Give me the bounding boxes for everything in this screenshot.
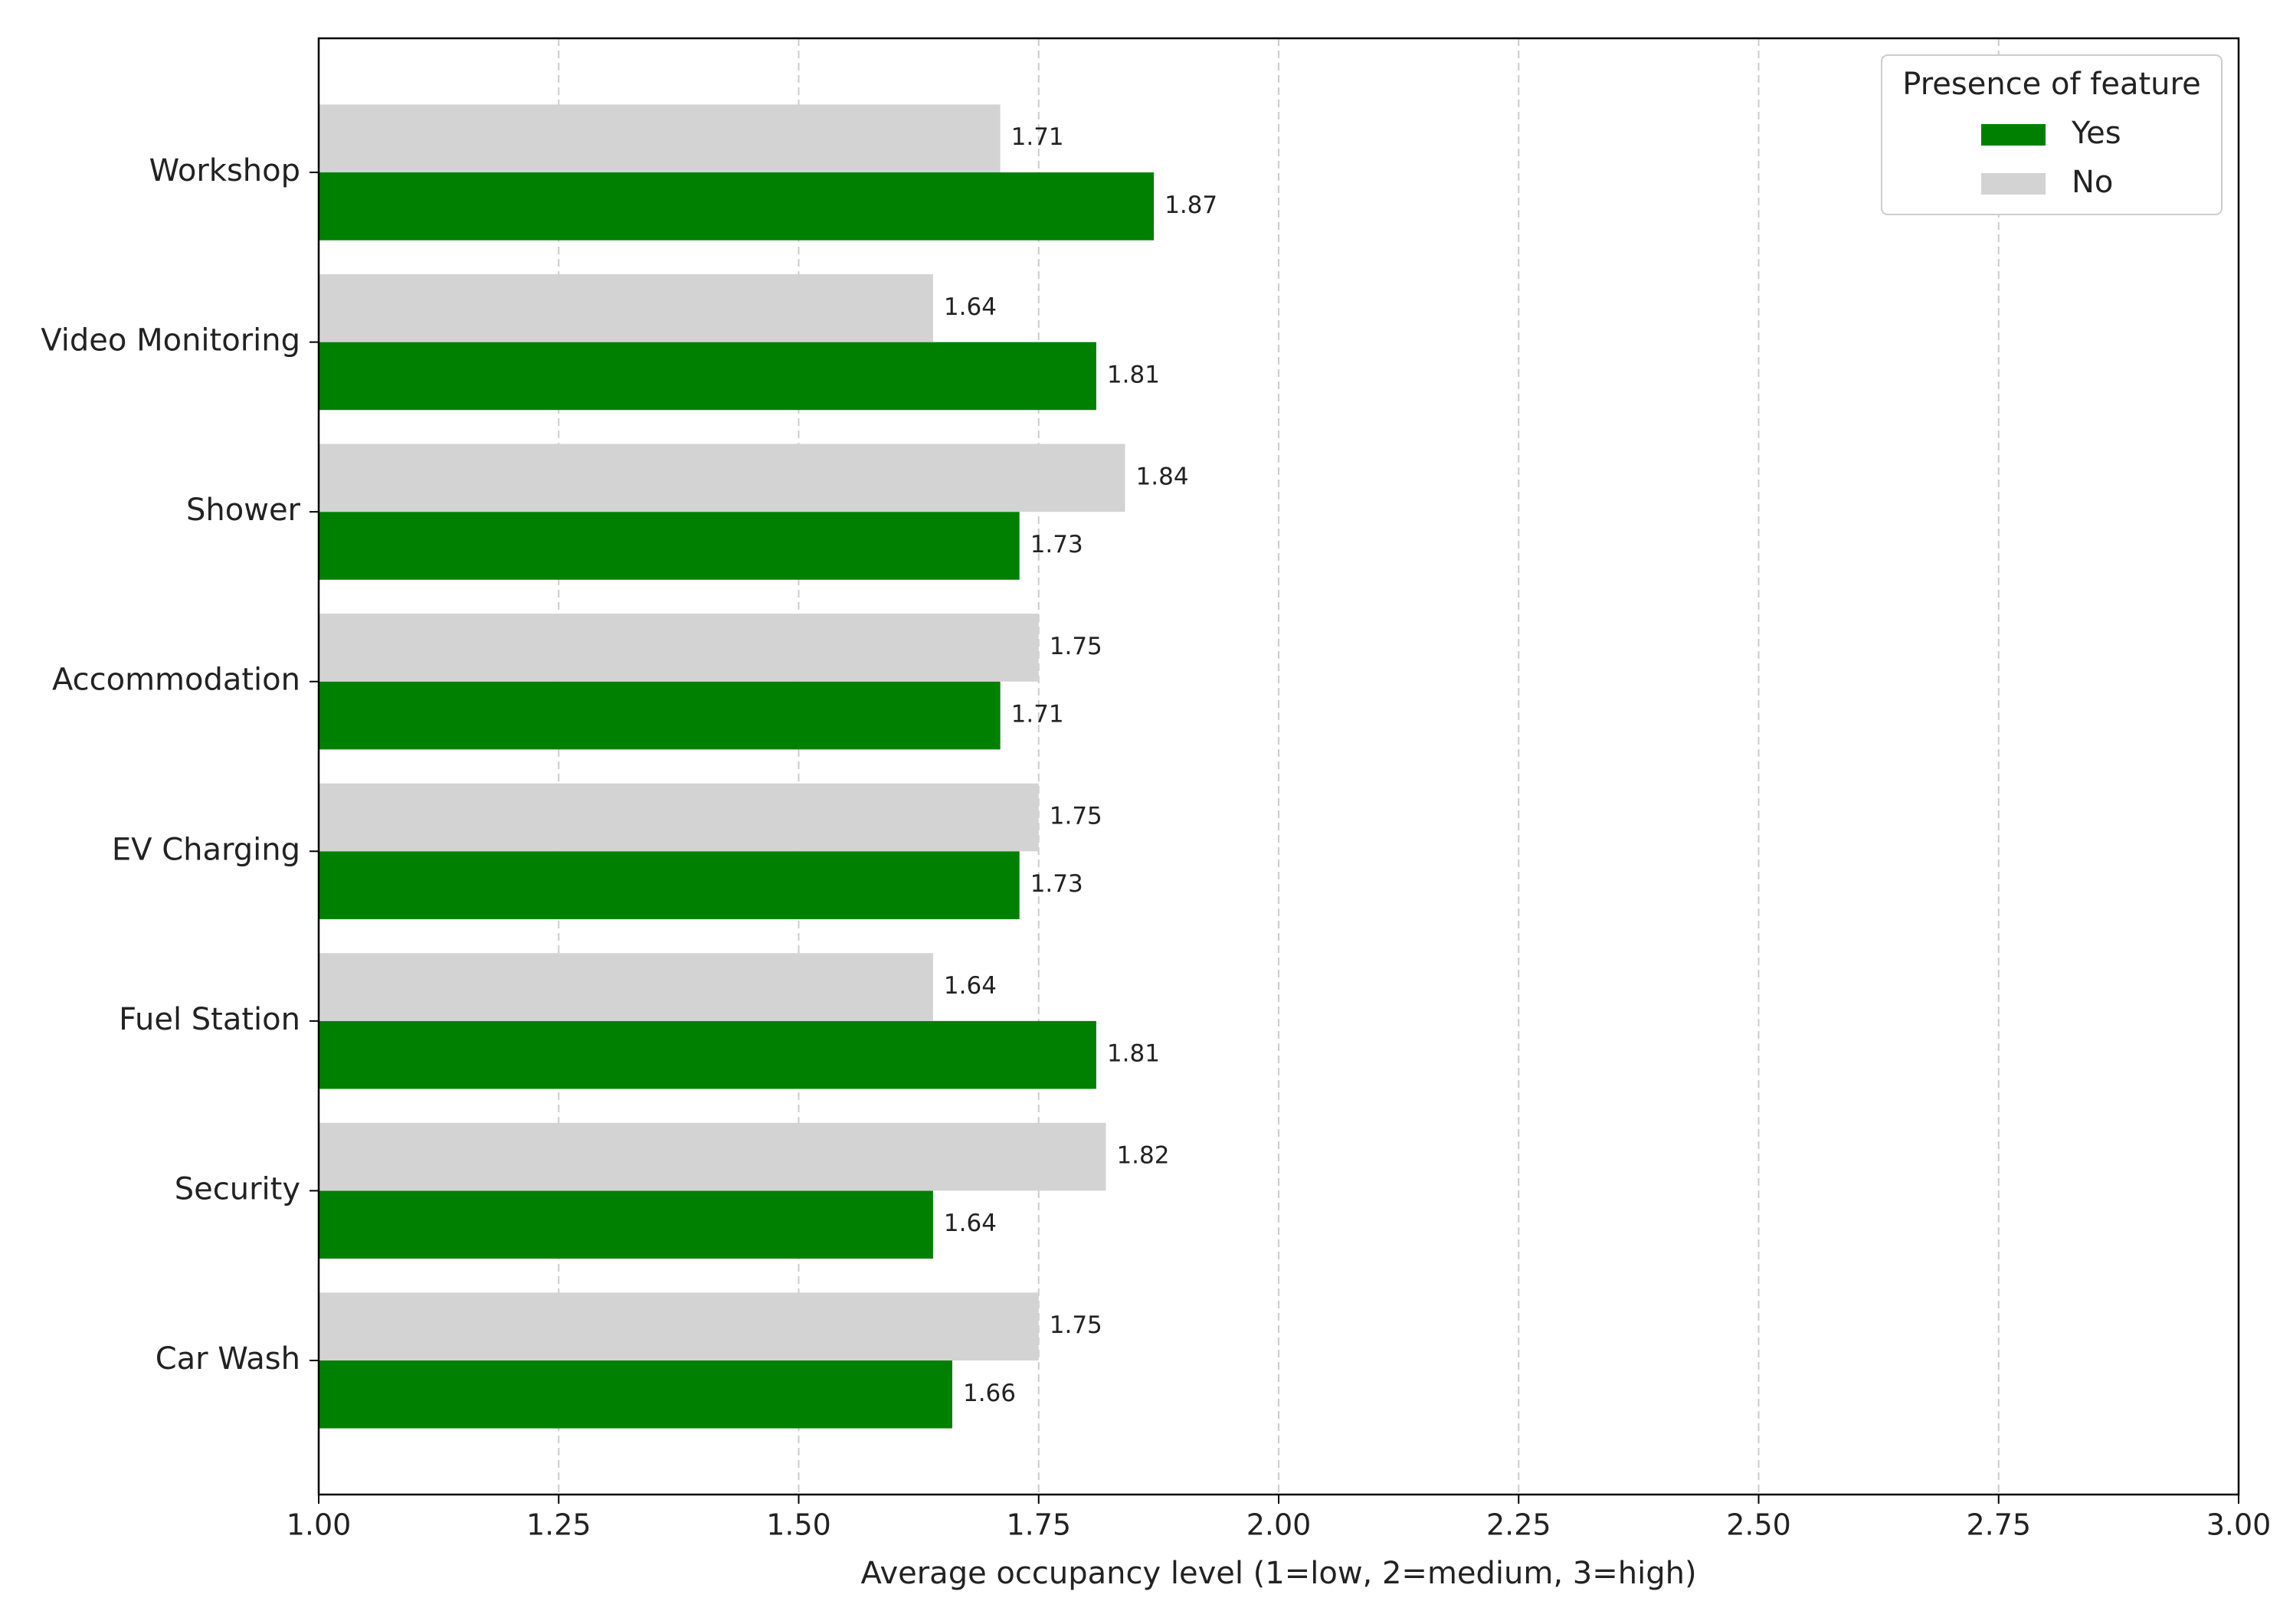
x-tick-label: 1.50	[766, 1508, 831, 1542]
data-label: 1.73	[1030, 870, 1083, 898]
y-tick-label: Shower	[186, 493, 301, 528]
x-tick-label: 2.25	[1486, 1508, 1551, 1542]
bar	[319, 1292, 1039, 1360]
bar	[319, 1190, 933, 1259]
y-tick-label: Workshop	[149, 153, 300, 188]
data-label: 1.71	[1011, 123, 1064, 151]
bar	[319, 172, 1155, 241]
bar	[319, 1020, 1096, 1089]
bar	[319, 851, 1020, 919]
bar	[319, 444, 1125, 512]
data-label: 1.71	[1011, 701, 1064, 729]
bar	[319, 953, 933, 1021]
legend-label: Yes	[2071, 116, 2121, 151]
data-label: 1.64	[944, 1210, 997, 1237]
plot-frame	[317, 37, 2240, 1496]
data-label: 1.81	[1107, 1040, 1160, 1068]
data-label: 1.75	[1050, 633, 1102, 660]
legend-swatch	[1981, 173, 2046, 195]
y-tick-label: Video Monitoring	[41, 323, 300, 359]
x-tick-label: 1.25	[526, 1508, 591, 1542]
y-tick-label: Security	[175, 1171, 300, 1207]
x-tick-label: 2.75	[1966, 1508, 2031, 1542]
data-label: 1.87	[1165, 192, 1217, 219]
legend-title: Presence of feature	[1902, 67, 2200, 102]
data-label: 1.75	[1050, 1311, 1102, 1339]
bar	[319, 342, 1096, 411]
x-tick-label: 1.75	[1006, 1508, 1071, 1542]
bar	[319, 512, 1020, 580]
legend-swatch	[1981, 124, 2046, 146]
data-label: 1.84	[1136, 463, 1189, 490]
bar	[319, 273, 933, 342]
x-axis-label: Average occupancy level (1=low, 2=medium…	[860, 1556, 1696, 1591]
data-label: 1.81	[1107, 361, 1160, 388]
data-label: 1.73	[1030, 531, 1083, 558]
y-tick-label: Accommodation	[52, 663, 300, 698]
bar	[319, 783, 1039, 852]
bar	[319, 104, 1001, 173]
data-label: 1.75	[1050, 802, 1102, 830]
y-tick-label: EV Charging	[112, 832, 300, 867]
data-label: 1.64	[944, 972, 997, 1000]
y-tick-label: Fuel Station	[119, 1002, 300, 1037]
bar	[319, 1122, 1106, 1191]
x-tick-label: 1.00	[287, 1508, 352, 1542]
y-tick-label: Car Wash	[156, 1341, 300, 1377]
bar	[319, 1360, 952, 1429]
data-label: 1.82	[1116, 1142, 1169, 1170]
bar	[319, 614, 1039, 682]
data-label: 1.64	[944, 293, 997, 321]
legend-box	[1881, 54, 2223, 215]
legend-label: No	[2072, 165, 2113, 200]
x-tick-label: 2.00	[1246, 1508, 1312, 1542]
data-label: 1.66	[963, 1380, 1016, 1407]
bar	[319, 681, 1001, 750]
x-tick-label: 3.00	[2206, 1508, 2272, 1542]
x-tick-label: 2.50	[1726, 1508, 1791, 1542]
